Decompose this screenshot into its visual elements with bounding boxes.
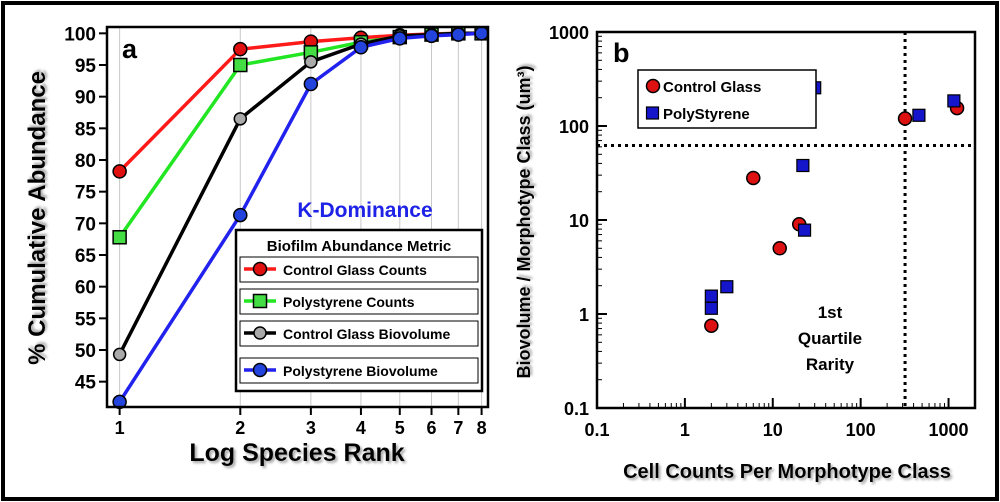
panel-a-x-tick-label: 8 bbox=[477, 418, 487, 438]
legend-title: Biofilm Abundance Metric bbox=[267, 238, 451, 255]
legend-label-control-glass: Control Glass bbox=[663, 79, 761, 96]
panel-b-x-axis-title: Cell Counts Per Morphotype Class bbox=[623, 461, 951, 483]
panel-b-y-tick-label: 1 bbox=[579, 305, 589, 325]
panel-a-x-axis-title: Log Species Rank bbox=[189, 439, 404, 467]
legend-marker-circle-gray bbox=[253, 326, 267, 340]
legend-marker-square-green bbox=[252, 293, 268, 309]
panel-a-y-tick-label: 75 bbox=[75, 183, 97, 204]
panel-a-point-3-6 bbox=[451, 27, 466, 42]
panel-a-x-tick-label: 3 bbox=[306, 418, 316, 438]
panel-b-legend-box bbox=[637, 69, 817, 129]
panel-a-x-tick-label: 1 bbox=[115, 418, 125, 438]
panel-a-point-2-0 bbox=[112, 347, 127, 362]
legend-marker-circle-red bbox=[252, 261, 268, 277]
legend-item-polystyrene-biovolume: Polystyrene Biovolume bbox=[239, 357, 479, 384]
rarity-annotation-line-2: Quartile bbox=[798, 329, 862, 348]
panel-b-point-1-2 bbox=[720, 280, 734, 294]
legend-marker-circle-red-b bbox=[645, 78, 661, 94]
rarity-annotation-line-3: Rarity bbox=[806, 355, 855, 374]
panel-a-y-tick-label: 70 bbox=[75, 214, 96, 235]
panel-b-point-0-0 bbox=[704, 318, 719, 333]
panel-a-point-2-2 bbox=[304, 55, 318, 69]
panel-b-y-tick-label: 0.1 bbox=[564, 399, 589, 419]
panel-a-y-tick-label: 45 bbox=[75, 373, 97, 394]
panel-a-point-1-1 bbox=[233, 57, 248, 73]
panel-a-ticks bbox=[99, 32, 483, 415]
panel-a-point-0-0 bbox=[112, 164, 127, 179]
panel-a-point-3-2 bbox=[303, 76, 319, 92]
panel-a-y-axis-title: % Cumulative Abundance bbox=[24, 71, 51, 365]
panel-b-point-1-0 bbox=[704, 301, 718, 315]
panel-b-point-1-3 bbox=[796, 158, 810, 173]
panel-a-y-tick-label: 60 bbox=[75, 278, 96, 299]
panel-b-label: b bbox=[613, 38, 630, 68]
panel-b-x-tick-label: 0.1 bbox=[584, 420, 609, 440]
panel-a-point-3-5 bbox=[424, 28, 439, 44]
rarity-annotation-line-1: 1st bbox=[818, 303, 843, 322]
panel-a-point-1-0 bbox=[112, 230, 127, 245]
panel-a-y-tick-label: 100 bbox=[64, 24, 96, 45]
rarity-annotation: 1st Quartile Rarity bbox=[798, 303, 862, 374]
legend-label-polystyrene-counts: Polystyrene Counts bbox=[283, 294, 415, 310]
panel-b-ticks bbox=[596, 31, 976, 409]
legend-item-control-glass-biovolume: Control Glass Biovolume bbox=[239, 320, 479, 347]
panel-b-x-tick-label: 1000 bbox=[929, 420, 969, 440]
panel-a-y-tick-label: 50 bbox=[75, 341, 96, 362]
panel-b-y-axis-title: Biovolume / Morphotype Class (um³) bbox=[514, 65, 534, 378]
panel-b-points bbox=[704, 81, 965, 333]
panel-b-point-0-4 bbox=[897, 111, 913, 126]
panel-b-y-tick-label: 100 bbox=[559, 117, 589, 137]
panel-b-y-tick-label: 10 bbox=[569, 211, 589, 231]
panel-a-x-tick-label: 7 bbox=[453, 418, 463, 438]
panel-b-tick-labels: 0.1 1 10 100 1000 0.1 1 10 100 1000 bbox=[549, 23, 969, 440]
panel-a-point-3-1 bbox=[233, 207, 248, 223]
panel-a-y-tick-label: 85 bbox=[75, 119, 97, 140]
panel-a-point-3-3 bbox=[353, 40, 369, 55]
panel-a-x-tick-label: 5 bbox=[395, 418, 405, 438]
panel-b-x-tick-label: 100 bbox=[846, 420, 876, 440]
legend-label-control-glass-biovolume: Control Glass Biovolume bbox=[283, 326, 450, 342]
legend-item-control-glass-counts: Control Glass Counts bbox=[239, 256, 479, 283]
panel-b-point-0-2 bbox=[772, 241, 787, 256]
panel-b-y-tick-label: 1000 bbox=[549, 23, 589, 43]
panel-a-legend: Biofilm Abundance Metric Control Glass C… bbox=[234, 228, 484, 393]
panel-b-x-tick-label: 10 bbox=[763, 420, 783, 440]
legend-label-polystyrene-biovolume: Polystyrene Biovolume bbox=[283, 363, 438, 379]
k-dominance-annotation: K-Dominance bbox=[297, 199, 432, 222]
panel-a-y-tick-label: 95 bbox=[75, 56, 97, 77]
panel-a-point-3-7 bbox=[474, 26, 489, 41]
panel-a-series bbox=[112, 26, 489, 410]
panel-a-point-0-1 bbox=[233, 41, 248, 57]
panel-a-y-tick-label: 65 bbox=[75, 246, 97, 267]
legend-label-polystyrene: PolyStyrene bbox=[663, 106, 750, 123]
legend-marker-circle-blue bbox=[252, 362, 268, 378]
panel-a-y-tick-label: 80 bbox=[75, 151, 96, 172]
panel-b-point-1-7 bbox=[947, 94, 961, 108]
panel-a-x-tick-label: 2 bbox=[235, 418, 245, 438]
panel-a-point-3-4 bbox=[392, 31, 408, 46]
panel-a-plot-frame bbox=[105, 25, 490, 409]
panel-b-point-0-1 bbox=[746, 170, 761, 186]
panel-b-point-1-1 bbox=[704, 289, 718, 303]
panel-a-label: a bbox=[122, 34, 138, 64]
legend-label-control-glass-counts: Control Glass Counts bbox=[283, 262, 427, 278]
legend-marker-square-blue-b bbox=[645, 106, 660, 120]
panel-b-legend: Control Glass PolyStyrene bbox=[637, 69, 817, 129]
legend-item-polystyrene-counts: Polystyrene Counts bbox=[239, 288, 479, 315]
panel-b-reference-lines bbox=[597, 32, 975, 408]
panel-a-y-tick-label: 55 bbox=[75, 309, 97, 330]
panel-a-x-tick-label: 6 bbox=[427, 418, 437, 438]
panel-b-x-tick-label: 1 bbox=[680, 420, 690, 440]
panel-a-x-tick-label: 4 bbox=[356, 418, 366, 438]
panel-a-point-2-1 bbox=[233, 112, 248, 126]
panel-b-point-1-4 bbox=[797, 223, 812, 237]
panel-b: 0.1 1 10 100 1000 0.1 1 10 100 1000 b Cell Counts… bbox=[514, 23, 977, 483]
panel-a-y-tick-label: 90 bbox=[75, 88, 96, 109]
panel-b-point-1-6 bbox=[912, 108, 926, 122]
